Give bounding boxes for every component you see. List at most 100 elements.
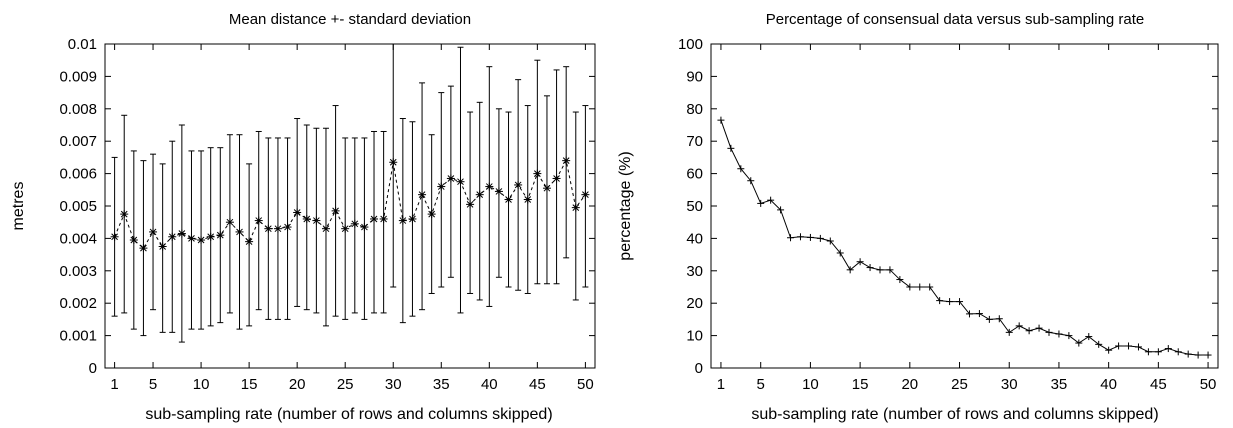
x-tick-label: 30 (385, 376, 402, 393)
y-tick-label: 60 (686, 166, 703, 183)
data-point (1105, 346, 1113, 354)
data-point (360, 223, 369, 232)
data-point (737, 165, 745, 173)
data-point (1045, 328, 1053, 336)
x-tick-label: 20 (289, 376, 306, 393)
data-point (533, 169, 542, 178)
data-point (571, 203, 580, 212)
data-point (846, 266, 854, 274)
x-tick-label: 1 (717, 376, 725, 393)
x-tick-label: 45 (529, 376, 546, 393)
data-point (418, 190, 427, 199)
data-point (777, 206, 785, 214)
data-point (225, 218, 234, 227)
x-tick-label: 10 (802, 376, 819, 393)
data-point (456, 177, 465, 186)
data-point (129, 236, 138, 245)
data-point (1164, 345, 1172, 353)
y-tick-label: 0.002 (59, 295, 97, 312)
data-point (876, 266, 884, 274)
data-point (187, 234, 196, 243)
data-point (581, 190, 590, 199)
y-axis-label: metres (10, 182, 27, 231)
x-tick-label: 25 (337, 376, 354, 393)
data-point (1144, 348, 1152, 356)
data-point (321, 224, 330, 233)
x-axis-label: sub-sampling rate (number of rows and co… (751, 406, 1158, 423)
x-tick-label: 10 (193, 376, 210, 393)
data-point (475, 190, 484, 199)
data-point (767, 196, 775, 204)
data-point (916, 283, 924, 291)
data-point (1065, 332, 1073, 340)
y-tick-label: 0.007 (59, 133, 97, 150)
y-tick-label: 0.01 (68, 36, 97, 53)
data-point (398, 216, 407, 225)
x-axis-label: sub-sampling rate (number of rows and co… (145, 406, 552, 423)
data-point (787, 234, 795, 242)
data-point (1154, 348, 1162, 356)
data-point (206, 232, 215, 241)
data-point (139, 244, 148, 253)
data-point (350, 219, 359, 228)
x-tick-label: 40 (1100, 376, 1117, 393)
x-tick-label: 50 (577, 376, 594, 393)
data-point (485, 182, 494, 191)
data-point (856, 258, 864, 266)
y-tick-label: 50 (686, 198, 703, 215)
data-point (293, 208, 302, 217)
data-point (408, 214, 417, 223)
data-point (1095, 340, 1103, 348)
x-tick-label: 5 (149, 376, 157, 393)
data-point (727, 144, 735, 152)
data-point (1005, 328, 1013, 336)
x-tick-label: 45 (1150, 376, 1167, 393)
y-tick-label: 100 (678, 36, 703, 53)
data-point (245, 237, 254, 246)
data-point (110, 232, 119, 241)
x-tick-label: 50 (1200, 376, 1217, 393)
y-axis-label: percentage (%) (617, 151, 634, 260)
data-point (956, 298, 964, 306)
chart-consensual-percentage: Percentage of consensual data versus sub… (617, 11, 1219, 423)
data-point (514, 180, 523, 189)
data-point (1174, 348, 1182, 356)
y-tick-label: 70 (686, 133, 703, 150)
y-tick-label: 40 (686, 230, 703, 247)
data-point (523, 195, 532, 204)
y-tick-label: 0.001 (59, 328, 97, 345)
data-point (158, 242, 167, 251)
data-point (542, 184, 551, 193)
data-point (1035, 324, 1043, 332)
x-tick-label: 1 (110, 376, 118, 393)
plot-area (717, 116, 1212, 359)
data-point (197, 236, 206, 245)
x-tick-label: 40 (481, 376, 498, 393)
data-point (562, 156, 571, 165)
data-point (906, 283, 914, 291)
data-point (995, 315, 1003, 323)
data-point (312, 216, 321, 225)
y-tick-label: 10 (686, 328, 703, 345)
data-point (886, 266, 894, 274)
data-point (796, 233, 804, 241)
data-point (1015, 322, 1023, 330)
data-point (389, 158, 398, 167)
y-tick-label: 0 (695, 360, 703, 377)
data-point (896, 276, 904, 284)
x-tick-label: 35 (433, 376, 450, 393)
plot-frame (710, 43, 1219, 369)
series-line (114, 159, 586, 249)
data-point (717, 116, 725, 124)
chart-mean-distance: Mean distance +- standard deviation metr… (10, 11, 596, 423)
data-point (552, 174, 561, 183)
data-point (866, 264, 874, 272)
data-point (494, 187, 503, 196)
data-point (177, 229, 186, 238)
data-point (1134, 343, 1142, 351)
y-tick-label: 0.006 (59, 166, 97, 183)
data-point (168, 232, 177, 241)
data-point (504, 195, 513, 204)
data-point (427, 210, 436, 219)
